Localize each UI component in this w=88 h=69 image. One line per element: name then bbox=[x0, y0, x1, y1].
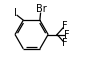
Text: F: F bbox=[62, 21, 68, 31]
Text: I: I bbox=[14, 8, 17, 18]
Text: F: F bbox=[62, 38, 68, 48]
Text: F: F bbox=[64, 30, 70, 39]
Text: Br: Br bbox=[36, 4, 46, 14]
